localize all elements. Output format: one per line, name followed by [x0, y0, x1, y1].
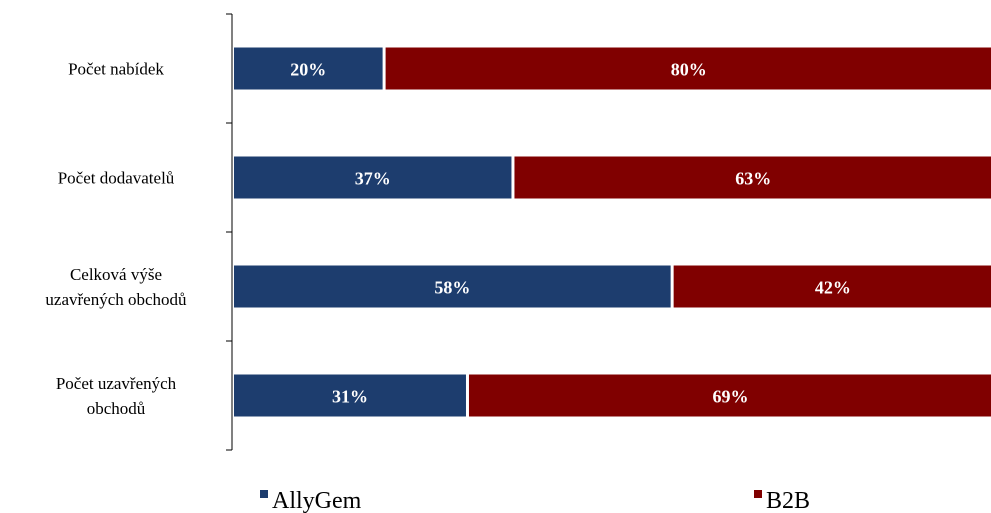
data-label: 37% — [355, 169, 391, 189]
data-label: 80% — [671, 60, 707, 80]
data-label: 31% — [332, 387, 368, 407]
bars — [234, 47, 991, 417]
y-axis — [226, 13, 233, 451]
bar-b2b — [468, 374, 991, 417]
bar-b2b — [514, 156, 991, 199]
data-label: 63% — [735, 169, 771, 189]
bar-allygem — [234, 374, 466, 417]
data-label: 58% — [434, 278, 470, 298]
legend-swatch — [754, 490, 762, 498]
category-label: Celková výše uzavřených obchodů — [45, 265, 187, 309]
bar-allygem — [234, 47, 383, 90]
category-label: Počet uzavřených obchodů — [56, 374, 177, 418]
bar-allygem — [234, 265, 671, 308]
data-labels: 20% 80% 37% 63% 58% 42% 31% 69% — [290, 60, 851, 407]
bar-allygem — [234, 156, 512, 199]
data-label: 42% — [815, 278, 851, 298]
bar-b2b — [673, 265, 991, 308]
category-label: Počet dodavatelů — [58, 169, 175, 188]
legend: AllyGem B2B — [260, 488, 810, 513]
category-label: Počet nabídek — [68, 60, 164, 79]
category-labels: Počet nabídek Počet dodavatelů Celková výš… — [45, 60, 187, 419]
data-label: 69% — [712, 387, 748, 407]
bar-b2b — [385, 47, 991, 90]
data-label: 20% — [290, 60, 326, 80]
legend-label: AllyGem — [272, 488, 362, 513]
legend-label: B2B — [766, 488, 810, 513]
legend-swatch — [260, 490, 268, 498]
